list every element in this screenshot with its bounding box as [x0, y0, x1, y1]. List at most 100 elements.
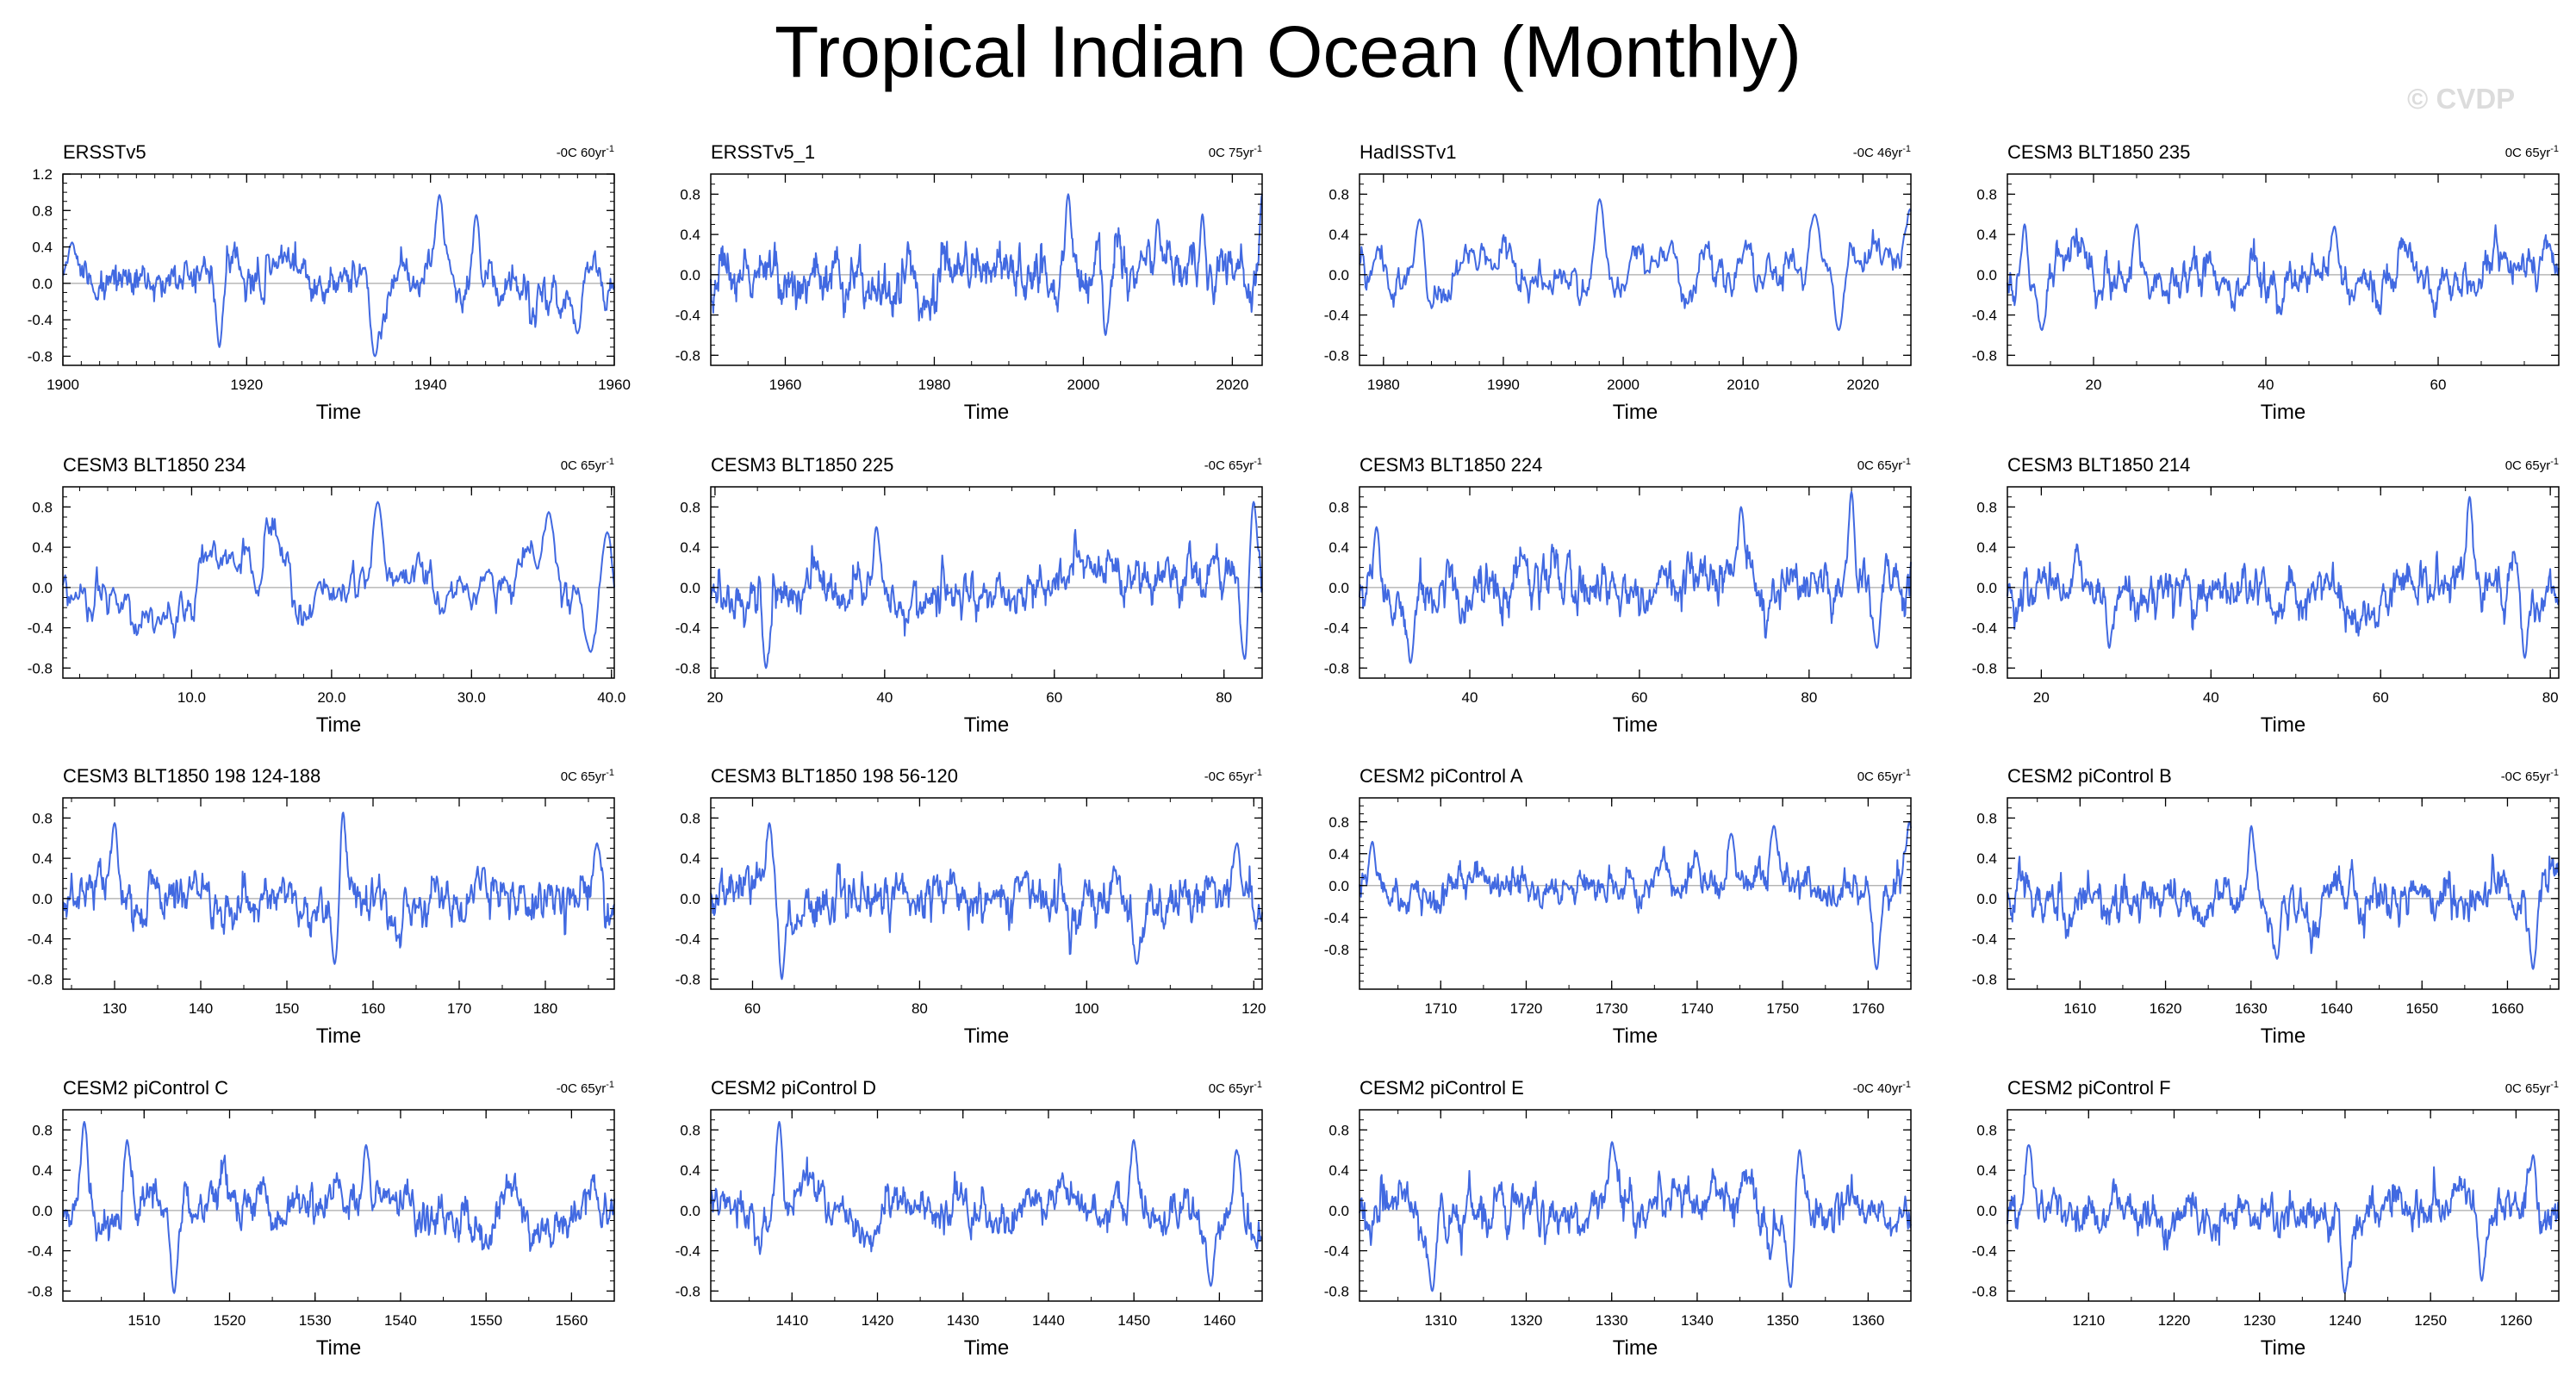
x-tick-label: 140 — [189, 1000, 213, 1017]
y-tick-label: 0.0 — [1328, 1203, 1349, 1219]
chart-panel: HadISSTv1 -0C 46yr-1 -0.8 -0.4 0.0 0.4 0.8 1980… — [1299, 131, 1928, 443]
trend-label: 0C 65yr-1 — [561, 457, 614, 473]
trend-label: 0C 65yr-1 — [2505, 457, 2559, 473]
x-tick-label: 1940 — [414, 377, 447, 393]
y-tick-label: 0.4 — [1976, 539, 1997, 556]
plot-frame — [2007, 173, 2560, 366]
trend-label: -0C 46yr-1 — [1853, 144, 1911, 160]
series-line — [1359, 490, 1912, 664]
x-tick-label: 1730 — [1596, 1000, 1628, 1017]
y-tick-label: 0.4 — [1328, 1162, 1349, 1179]
x-tick-label: 1980 — [918, 377, 951, 393]
series-line — [710, 501, 1263, 669]
y-tick-label: 0.4 — [1976, 227, 1997, 243]
trend-label: 0C 75yr-1 — [1209, 144, 1262, 160]
chart-panel: CESM2 piControl A 0C 65yr-1 -0.8 -0.4 0.0 0.4… — [1299, 755, 1928, 1067]
y-tick-label: 0.8 — [32, 810, 53, 826]
x-tick-label: 80 — [1801, 689, 1817, 706]
panel-title: CESM3 BLT1850 235 — [2007, 141, 2190, 163]
y-tick-label: -0.4 — [1324, 910, 1349, 926]
plot-frame — [62, 797, 615, 990]
series-line — [1359, 198, 1912, 332]
x-tick-label: 1320 — [1510, 1312, 1543, 1329]
panel-title: HadISSTv1 — [1360, 141, 1457, 163]
panel-title: ERSSTv5_1 — [711, 141, 815, 163]
trend-label: -0C 65yr-1 — [1204, 768, 1262, 784]
chart-panel: ERSSTv5 -0C 60yr-1 -0.8 -0.4 0.0 0.4 0.8 1.2 190… — [3, 131, 632, 443]
y-tick-label: -0.8 — [1972, 971, 1997, 987]
y-tick-label: 0.4 — [1976, 850, 1997, 867]
chart-svg: CESM3 BLT1850 234 0C 65yr-1 -0.8 -0.4 0.0 0.4… — [28, 454, 626, 737]
chart-panel: CESM2 piControl E -0C 40yr-1 -0.8 -0.4 0.0 0.… — [1299, 1067, 1928, 1379]
y-tick-label: -0.8 — [675, 660, 700, 676]
y-tick-label: 1.2 — [32, 166, 53, 183]
x-tick-label: 1710 — [1424, 1000, 1457, 1017]
y-tick-label: 0.0 — [680, 891, 700, 907]
x-tick-label: 1210 — [2072, 1312, 2105, 1329]
plot-frame — [62, 1109, 615, 1302]
x-tick-label: 1250 — [2414, 1312, 2447, 1329]
y-tick-label: 0.0 — [1328, 878, 1349, 894]
x-axis-label: Time — [964, 401, 1009, 424]
x-tick-label: 120 — [1241, 1000, 1266, 1017]
series-line — [710, 193, 1263, 336]
y-tick-label: 0.8 — [1976, 810, 1997, 826]
x-tick-label: 2020 — [1216, 377, 1248, 393]
trend-label: -0C 60yr-1 — [557, 144, 614, 160]
x-tick-label: 1750 — [1766, 1000, 1799, 1017]
x-tick-label: 1550 — [470, 1312, 502, 1329]
x-tick-label: 20 — [706, 689, 723, 706]
plot-frame — [2007, 1109, 2560, 1302]
chart-panel: CESM3 BLT1850 225 -0C 65yr-1 -0.8 -0.4 0.0 0.… — [650, 444, 1279, 756]
y-tick-label: 0.8 — [1976, 499, 1997, 515]
x-axis-label: Time — [2261, 713, 2305, 737]
plot-frame — [710, 486, 1263, 679]
series-line — [2007, 223, 2560, 332]
x-tick-label: 60 — [2373, 689, 2389, 706]
y-tick-label: -0.8 — [28, 348, 53, 364]
x-axis-label: Time — [316, 401, 361, 424]
panel-title: CESM2 piControl E — [1360, 1077, 1524, 1099]
y-tick-label: -0.4 — [1324, 620, 1349, 637]
y-tick-label: 0.0 — [1976, 267, 1997, 283]
y-tick-label: 0.4 — [32, 850, 53, 867]
x-axis-label: Time — [316, 1024, 361, 1048]
panel-title: CESM3 BLT1850 224 — [1360, 454, 1542, 476]
y-tick-label: 0.0 — [1976, 891, 1997, 907]
y-tick-label: 0.4 — [1328, 846, 1349, 863]
chart-svg: CESM2 piControl F 0C 65yr-1 -0.8 -0.4 0.0 0.4… — [1972, 1077, 2560, 1360]
chart-panel: CESM3 BLT1850 235 0C 65yr-1 -0.8 -0.4 0.0 0.4… — [1947, 131, 2576, 443]
x-tick-label: 180 — [533, 1000, 557, 1017]
series-line — [2007, 495, 2560, 659]
x-axis-label: Time — [2261, 1336, 2305, 1360]
chart-svg: CESM3 BLT1850 214 0C 65yr-1 -0.8 -0.4 0.0 0.4… — [1972, 454, 2560, 737]
x-tick-label: 80 — [1216, 689, 1232, 706]
x-axis-label: Time — [316, 1336, 361, 1360]
y-tick-label: 0.4 — [680, 227, 700, 243]
x-tick-label: 20 — [2086, 377, 2102, 393]
x-axis-label: Time — [1613, 1336, 1658, 1360]
y-tick-label: -0.8 — [1972, 1283, 1997, 1299]
x-tick-label: 20 — [2033, 689, 2050, 706]
trend-label: 0C 65yr-1 — [1857, 768, 1911, 784]
y-tick-label: 0.0 — [680, 1203, 700, 1219]
x-tick-label: 60 — [744, 1000, 761, 1017]
y-tick-label: 0.0 — [32, 1203, 53, 1219]
chart-panel: ERSSTv5_1 0C 75yr-1 -0.8 -0.4 0.0 0.4 0.8 1960 1… — [650, 131, 1279, 443]
panel-title: CESM2 piControl A — [1360, 765, 1523, 787]
x-tick-label: 2010 — [1727, 377, 1759, 393]
y-tick-label: -0.4 — [28, 1243, 53, 1260]
x-tick-label: 40 — [2258, 377, 2274, 393]
y-tick-label: -0.4 — [28, 312, 53, 328]
x-tick-label: 40 — [876, 689, 893, 706]
x-tick-label: 1450 — [1117, 1312, 1150, 1329]
x-tick-label: 2000 — [1607, 377, 1640, 393]
y-tick-label: 0.8 — [680, 499, 700, 515]
x-tick-label: 1440 — [1032, 1312, 1065, 1329]
x-axis-label: Time — [964, 713, 1009, 737]
y-tick-label: -0.4 — [1324, 1243, 1349, 1260]
x-tick-label: 1360 — [1851, 1312, 1884, 1329]
chart-svg: CESM3 BLT1850 198 124-188 0C 65yr-1 -0.8 -0… — [28, 765, 615, 1048]
y-tick-label: 0.4 — [1328, 227, 1349, 243]
y-tick-label: 0.4 — [680, 539, 700, 556]
